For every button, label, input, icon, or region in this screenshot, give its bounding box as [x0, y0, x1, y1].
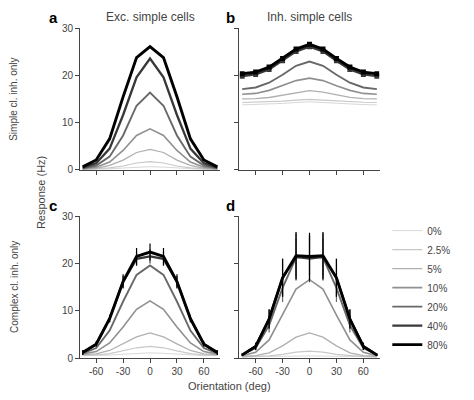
svg-text:60: 60: [358, 366, 370, 377]
svg-text:0%: 0%: [427, 226, 442, 237]
svg-text:20: 20: [62, 258, 74, 269]
svg-text:Inh. simple cells: Inh. simple cells: [267, 10, 352, 24]
svg-text:30: 30: [62, 211, 74, 222]
svg-text:-60: -60: [89, 366, 104, 377]
svg-text:30: 30: [171, 366, 183, 377]
svg-text:Simple cl. inh. only: Simple cl. inh. only: [8, 57, 19, 140]
svg-text:30: 30: [331, 366, 343, 377]
svg-text:b: b: [226, 9, 235, 26]
svg-text:-60: -60: [248, 366, 263, 377]
svg-text:Orientation (deg): Orientation (deg): [188, 380, 271, 392]
svg-text:0: 0: [67, 164, 73, 175]
svg-text:c: c: [49, 197, 57, 214]
svg-text:Exc. simple cells: Exc. simple cells: [106, 10, 195, 24]
svg-text:20: 20: [62, 70, 74, 81]
svg-text:0: 0: [307, 366, 313, 377]
svg-text:80%: 80%: [427, 340, 447, 351]
svg-text:20%: 20%: [427, 302, 447, 313]
svg-text:0: 0: [67, 353, 73, 364]
svg-text:40%: 40%: [427, 321, 447, 332]
svg-text:2.5%: 2.5%: [427, 245, 450, 256]
svg-text:0: 0: [147, 366, 153, 377]
svg-text:10%: 10%: [427, 283, 447, 294]
svg-text:Complex cl. inh. only: Complex cl. inh. only: [9, 241, 20, 333]
svg-text:-30: -30: [275, 366, 290, 377]
svg-text:5%: 5%: [427, 264, 442, 275]
svg-text:10: 10: [62, 305, 74, 316]
svg-text:60: 60: [198, 366, 210, 377]
svg-text:30: 30: [62, 23, 74, 34]
svg-text:a: a: [49, 9, 58, 26]
svg-text:Response (Hz): Response (Hz): [35, 156, 47, 229]
svg-text:-30: -30: [116, 366, 131, 377]
svg-text:10: 10: [62, 117, 74, 128]
svg-text:d: d: [226, 197, 235, 214]
